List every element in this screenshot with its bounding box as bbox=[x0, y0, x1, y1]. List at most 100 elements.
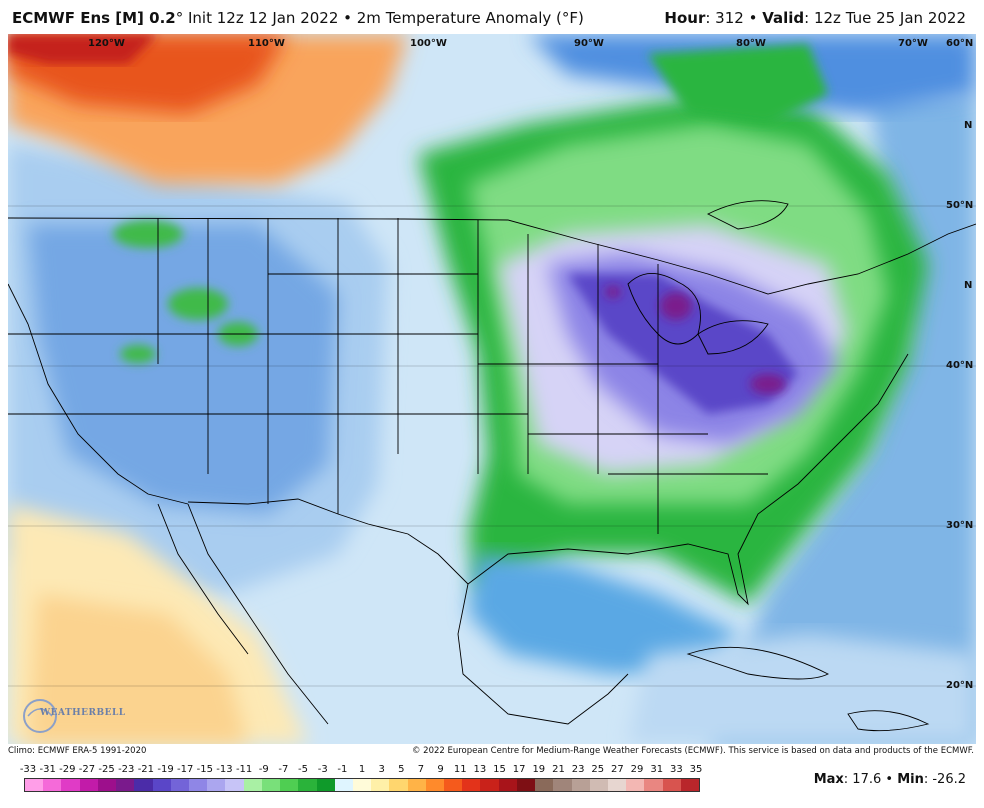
scale-tick-label: 31 bbox=[650, 764, 664, 775]
scale-swatch bbox=[207, 779, 226, 791]
scale-tick-label: -11 bbox=[235, 764, 253, 775]
scale-tick-label: 5 bbox=[398, 764, 405, 775]
scale-tick-label: -31 bbox=[39, 764, 56, 775]
climo-credit: Climo: ECMWF ERA-5 1991-2020 bbox=[8, 746, 147, 756]
scale-tick-label: 21 bbox=[552, 764, 565, 775]
scale-tick-label: -19 bbox=[157, 764, 174, 775]
scale-swatch bbox=[170, 779, 189, 791]
logo-text: WEATHERBELL bbox=[40, 708, 126, 718]
scale-tick-label: 1 bbox=[358, 764, 366, 775]
scale-swatch bbox=[589, 779, 608, 791]
scale-tick-label: -5 bbox=[298, 764, 309, 775]
scale-swatch bbox=[626, 779, 645, 791]
scale-tick-label: -25 bbox=[98, 764, 115, 775]
ecmwf-credit: © 2022 European Centre for Medium-Range … bbox=[411, 746, 974, 756]
scale-swatch bbox=[516, 779, 536, 791]
scale-swatch bbox=[152, 779, 171, 791]
scale-swatch bbox=[462, 779, 481, 791]
degree-sign: ° bbox=[175, 9, 184, 27]
scale-swatch bbox=[225, 779, 244, 791]
lat-label-n-lower: N bbox=[964, 280, 973, 291]
scale-swatch bbox=[662, 779, 681, 791]
scale-tick-label: 9 bbox=[437, 764, 444, 775]
lat-label-50n: 50°N bbox=[946, 200, 974, 211]
scale-tick-label: 35 bbox=[689, 764, 703, 775]
scale-tick-label: 29 bbox=[630, 764, 644, 775]
scale-tick-label: 15 bbox=[493, 764, 506, 775]
max-label: Max bbox=[813, 772, 844, 787]
scale-tick-label: 11 bbox=[453, 764, 467, 775]
scale-tick-label: -15 bbox=[196, 764, 213, 775]
scale-swatch bbox=[535, 779, 554, 791]
scale-swatch bbox=[280, 779, 299, 791]
lon-label-120w: 120°W bbox=[88, 38, 125, 49]
scale-swatch bbox=[97, 779, 117, 791]
scale-swatch bbox=[407, 779, 426, 791]
scale-swatch bbox=[79, 779, 98, 791]
scale-swatch bbox=[134, 779, 153, 791]
scale-tick-label: -7 bbox=[278, 764, 289, 775]
min-label: Min bbox=[897, 772, 924, 787]
scale-tick-label: 3 bbox=[378, 764, 385, 775]
scale-tick-label: -21 bbox=[137, 764, 155, 775]
weatherbell-logo: WEATHERBELL bbox=[22, 694, 125, 738]
valid-value: : 12z Tue 25 Jan 2022 bbox=[804, 9, 966, 27]
max-min-readout: Max: 17.6 • Min: -26.2 bbox=[814, 772, 966, 787]
header-bar: ECMWF Ens [M] 0.2° Init 12z 12 Jan 2022 … bbox=[0, 0, 984, 34]
lat-label-60n: 60°N bbox=[946, 38, 974, 49]
valid-label: Valid bbox=[762, 9, 805, 27]
scale-swatch bbox=[61, 779, 80, 791]
color-scale: -33 -31 -29 -27 -25 -23 -21 -19 -17 -15 -13 -11 -9 -7… bbox=[14, 764, 704, 804]
scale-swatch bbox=[188, 779, 208, 791]
scale-swatch bbox=[298, 779, 317, 791]
scale-swatch bbox=[116, 779, 135, 791]
scale-swatch bbox=[444, 779, 463, 791]
lon-label-80w: 80°W bbox=[736, 38, 766, 49]
scale-tick-label: -17 bbox=[177, 764, 194, 775]
lon-label-90w: 90°W bbox=[574, 38, 604, 49]
scale-tick-label: 25 bbox=[591, 764, 605, 775]
scale-tick-label: 13 bbox=[473, 764, 487, 775]
lat-label-20n: 20°N bbox=[946, 680, 974, 691]
scale-tick-label: -23 bbox=[118, 764, 135, 775]
scale-ticks: -33 -31 -29 -27 -25 -23 -21 -19 -17 -15 -13 -11 -9 -7… bbox=[14, 764, 704, 778]
lat-label-40n: 40°N bbox=[946, 360, 974, 371]
scale-swatch bbox=[352, 779, 372, 791]
scale-tick-label: -3 bbox=[317, 764, 328, 775]
scale-swatch bbox=[43, 779, 62, 791]
scale-tick-label: 7 bbox=[417, 764, 425, 775]
scale-swatch bbox=[498, 779, 517, 791]
scale-tick-label: -9 bbox=[258, 764, 269, 775]
min-value: : -26.2 bbox=[923, 772, 966, 787]
scale-swatch bbox=[480, 779, 499, 791]
scale-tick-label: -29 bbox=[59, 764, 76, 775]
lat-label-30n: 30°N bbox=[946, 520, 974, 531]
scale-tick-label: 17 bbox=[512, 764, 526, 775]
hour-value: : 312 • bbox=[705, 9, 763, 27]
scale-tick-label: -1 bbox=[337, 764, 348, 775]
scale-swatch bbox=[389, 779, 408, 791]
title-rest: Init 12z 12 Jan 2022 • 2m Temperature An… bbox=[183, 9, 584, 27]
lon-label-110w: 110°W bbox=[248, 38, 285, 49]
scale-swatch bbox=[571, 779, 590, 791]
anomaly-map[interactable]: 120°W 110°W 100°W 90°W 80°W 70°W 60°N 50… bbox=[8, 34, 976, 744]
scale-tick-label: -27 bbox=[78, 764, 96, 775]
scale-swatch bbox=[261, 779, 281, 791]
logo-swirl-icon bbox=[23, 699, 57, 733]
max-value: : 17.6 • bbox=[843, 772, 898, 787]
map-title: ECMWF Ens [M] 0.2° Init 12z 12 Jan 2022 … bbox=[12, 9, 584, 27]
scale-tick-label: 19 bbox=[532, 764, 546, 775]
lon-label-70w: 70°W bbox=[898, 38, 928, 49]
model-name: ECMWF Ens [M] 0.2 bbox=[12, 9, 176, 27]
scale-swatch bbox=[425, 779, 445, 791]
scale-tick-label: 27 bbox=[611, 764, 624, 775]
hour-label: Hour bbox=[664, 9, 706, 27]
scale-swatch bbox=[644, 779, 663, 791]
scale-tick-label: -13 bbox=[216, 764, 233, 775]
valid-time: Hour: 312 • Valid: 12z Tue 25 Jan 2022 bbox=[664, 9, 966, 27]
scale-swatch bbox=[371, 779, 390, 791]
scale-tick-label: 33 bbox=[669, 764, 683, 775]
scale-swatch bbox=[608, 779, 627, 791]
scale-swatch bbox=[25, 779, 44, 791]
lon-label-100w: 100°W bbox=[410, 38, 447, 49]
